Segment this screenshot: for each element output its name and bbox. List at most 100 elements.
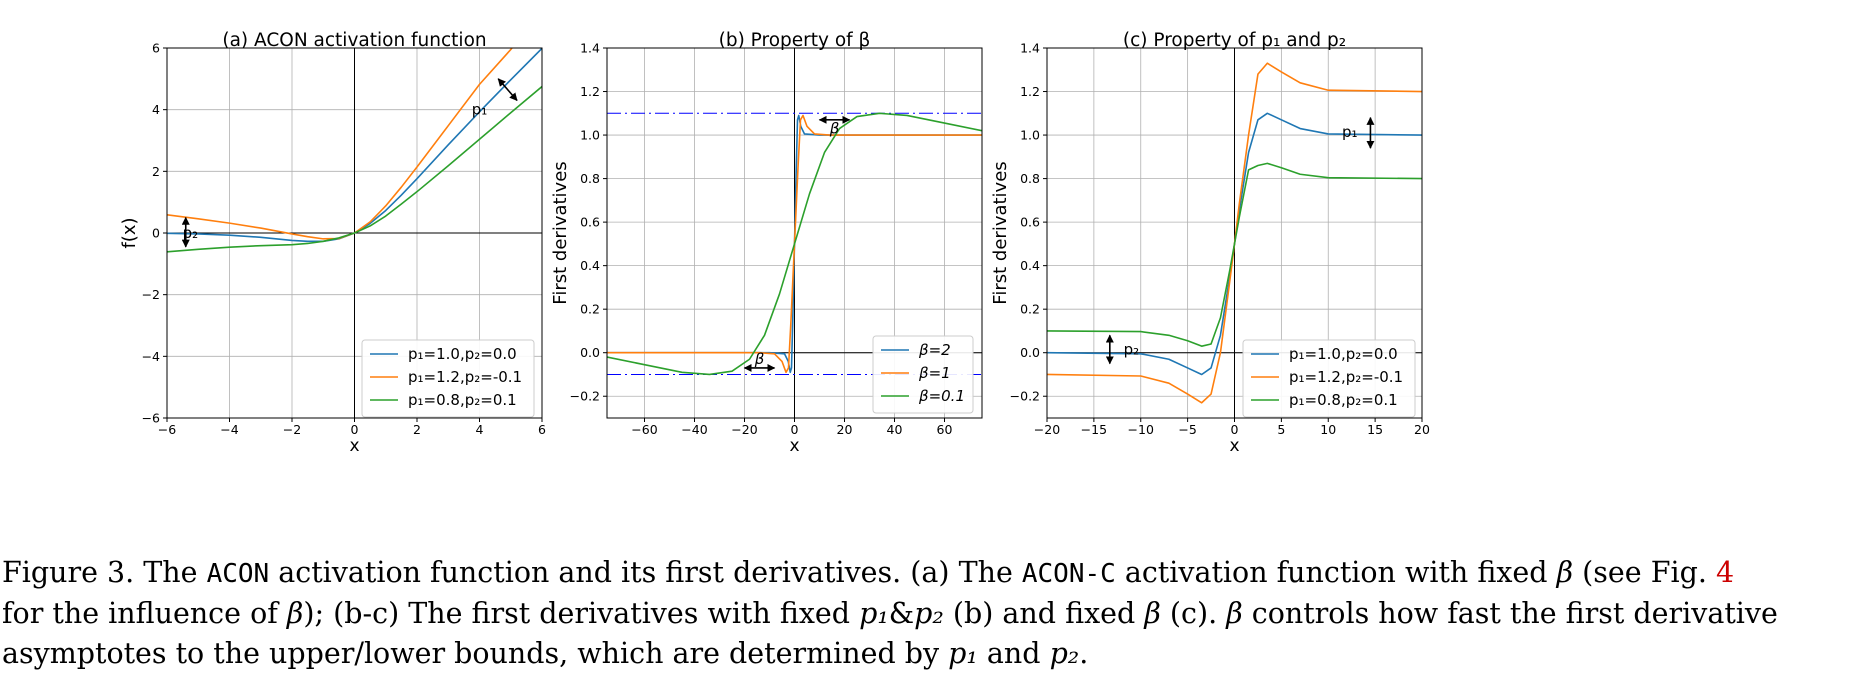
series-line-3 [167, 85, 542, 253]
legend: β=2 β=1 β=0.1 [872, 335, 974, 414]
annotation-label: β [829, 120, 840, 138]
legend-box [1242, 339, 1416, 418]
chart-title: (c) Property of p₁ and p₂ [1123, 30, 1346, 51]
annotation-label: p₁ [1342, 123, 1358, 141]
x-tick-label: 2 [413, 422, 421, 437]
y-tick-label: −6 [142, 411, 160, 426]
y-tick-label: 0.6 [1020, 215, 1040, 230]
y-tick-label: −2 [142, 287, 160, 302]
y-tick-label: 1.0 [580, 128, 600, 143]
figure-caption: Figure 3. The ACON activation function a… [2, 553, 1848, 674]
legend: p₁=1.0,p₂=0.0 p₁=1.2,p₂=-0.1 p₁=0.8,p₂=0.1 [1242, 339, 1416, 418]
caption-text: (b) and fixed [943, 597, 1145, 630]
y-tick-label: 0.8 [580, 171, 600, 186]
legend-entry: p₁=0.8,p₂=0.1 [1289, 391, 1398, 409]
caption-symbol: β [1556, 556, 1574, 589]
x-tick-label: 40 [887, 422, 903, 437]
y-tick-label: −0.2 [1010, 389, 1040, 404]
figure-reference-link[interactable]: 4 [1715, 556, 1735, 589]
x-tick-label: −10 [1128, 422, 1154, 437]
series-line-3 [607, 112, 982, 376]
x-tick-label: 10 [1320, 422, 1336, 437]
legend-entry: β=0.1 [918, 387, 965, 405]
caption-text: ); (b-c) The first derivatives with fixe… [303, 597, 860, 630]
y-tick-label: 1.2 [1020, 84, 1040, 99]
y-tick-label: 2 [152, 164, 160, 179]
y-tick-label: −0.2 [570, 389, 600, 404]
y-tick-label: 0.2 [1020, 302, 1040, 317]
x-tick-label: −40 [681, 422, 707, 437]
caption-symbol: p₂ [914, 597, 944, 630]
y-tick-label: −4 [142, 349, 160, 364]
x-tick-label: −5 [1178, 422, 1196, 437]
series-line-3 [1047, 162, 1422, 347]
y-axis-label: First derivatives [550, 161, 571, 304]
caption-text: and [977, 637, 1050, 670]
legend-entry: p₁=1.2,p₂=-0.1 [408, 368, 522, 386]
annotation-label: p₂ [183, 224, 199, 242]
x-tick-label: −4 [220, 422, 238, 437]
caption-symbol: p₁ [859, 597, 889, 630]
caption-symbol: β [1226, 597, 1243, 630]
x-tick-label: 15 [1367, 422, 1383, 437]
y-tick-label: 1.4 [580, 41, 600, 56]
y-tick-label: 0.6 [580, 215, 600, 230]
chart-panel-1: −6 −4 −2 0 2 4 6 −6 −4 −2 0 2 4 6 (a) ACON activation … [119, 30, 546, 456]
x-tick-label: 6 [538, 422, 546, 437]
chart-title: (a) ACON activation function [222, 30, 486, 51]
chart-panel-2: −60 −40 −20 0 20 40 60 −0.2 0.0 0.2 0.4 0.6 0.8 1.0 1.… [550, 30, 983, 456]
y-tick-label: 0.2 [580, 302, 600, 317]
legend-entry: β=2 [918, 341, 951, 359]
y-tick-label: 1.2 [580, 84, 600, 99]
caption-text: activation function and its first deriva… [269, 556, 1022, 589]
chart-title: (b) Property of β [719, 30, 871, 51]
annotation-label: p₁ [472, 101, 488, 119]
x-tick-label: 0 [791, 422, 799, 437]
y-tick-label: 0.4 [1020, 258, 1040, 273]
y-tick-label: 1.0 [1020, 128, 1040, 143]
caption-text: activation function with fixed [1115, 556, 1557, 589]
x-axis-label: x [1229, 436, 1239, 456]
x-axis-label: x [789, 436, 799, 456]
caption-symbol: p₂ [1049, 637, 1080, 670]
caption-text: for the influence of [2, 597, 287, 630]
legend-entry: p₁=1.2,p₂=-0.1 [1289, 368, 1403, 386]
legend-entry: p₁=1.0,p₂=0.0 [408, 345, 517, 363]
legend-entry: β=1 [918, 364, 951, 382]
chart-panel-3: −20 −15 −10 −5 0 5 10 15 20 −0.2 0.0 0.2 0.4 0.6 0.8 1.… [990, 30, 1430, 456]
x-tick-label: −2 [283, 422, 301, 437]
annotation-label: p₂ [1124, 340, 1140, 358]
x-tick-label: 20 [1414, 422, 1430, 437]
x-tick-label: 5 [1277, 422, 1285, 437]
double-arrow-annotation [497, 78, 518, 102]
caption-text: (c). [1160, 597, 1227, 630]
x-tick-label: 20 [837, 422, 853, 437]
x-tick-label: 60 [937, 422, 953, 437]
y-tick-label: 0.4 [580, 258, 600, 273]
x-tick-label: −60 [631, 422, 657, 437]
caption-text: Figure 3. The [2, 556, 207, 589]
y-axis-label: f(x) [119, 217, 140, 248]
y-tick-label: 1.4 [1020, 41, 1040, 56]
x-tick-label: 0 [351, 422, 359, 437]
annotation-label: β [754, 350, 765, 368]
legend-entry: p₁=0.8,p₂=0.1 [408, 391, 517, 409]
caption-text: controls how fast the first derivative [1242, 597, 1778, 630]
y-tick-label: 0.0 [1020, 345, 1040, 360]
caption-text: . [1079, 637, 1089, 670]
legend: p₁=1.0,p₂=0.0 p₁=1.2,p₂=-0.1 p₁=0.8,p₂=0.1 [361, 339, 535, 418]
x-axis-label: x [349, 436, 359, 456]
legend-entry: p₁=1.0,p₂=0.0 [1289, 345, 1398, 363]
y-tick-label: 0 [152, 226, 160, 241]
x-tick-label: −20 [1034, 422, 1060, 437]
caption-code: ACON-C [1021, 559, 1116, 589]
caption-symbol: β [286, 597, 304, 630]
y-tick-label: 0.8 [1020, 171, 1040, 186]
caption-symbol: p₁ [948, 637, 978, 670]
caption-code: ACON [206, 559, 270, 589]
caption-text: & [888, 597, 915, 630]
legend-box [872, 335, 974, 414]
x-tick-label: −15 [1081, 422, 1107, 437]
x-tick-label: −6 [158, 422, 176, 437]
